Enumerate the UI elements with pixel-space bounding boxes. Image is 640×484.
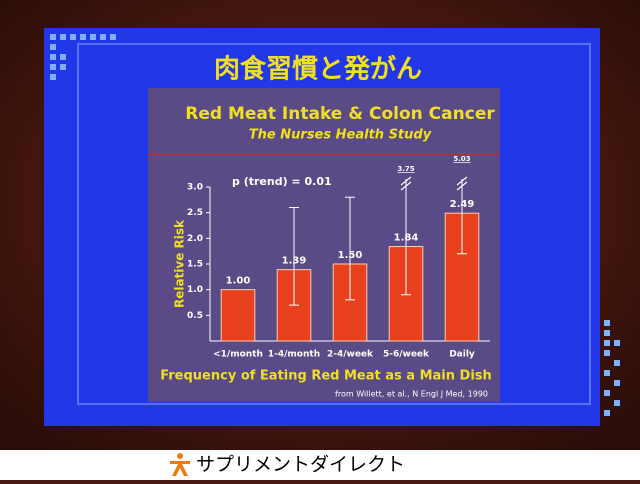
value-label: 1.00 <box>226 276 251 287</box>
y-tick-label: 2.5 <box>187 208 203 218</box>
x-axis-label: Frequency of Eating Red Meat as a Main D… <box>160 369 492 384</box>
y-axis-label: Relative Risk <box>173 219 187 308</box>
footer-text: サプリメントダイレクト <box>196 454 405 476</box>
ci-high-label: 5.03 <box>453 155 470 163</box>
annotation: p (trend) = 0.01 <box>232 175 332 188</box>
value-label: 1.84 <box>394 233 419 244</box>
ci-high-label: 3.75 <box>397 165 414 173</box>
x-tick-label: 1-4/month <box>268 350 320 360</box>
error-bar <box>289 207 299 306</box>
x-tick-label: 5-6/week <box>383 350 430 360</box>
chart-panel <box>148 88 500 402</box>
axis-break <box>456 176 468 191</box>
error-bar <box>401 179 411 296</box>
error-bar <box>345 196 355 301</box>
value-label: 1.39 <box>282 256 307 267</box>
bar <box>332 263 368 342</box>
x-tick-label: <1/month <box>213 350 263 360</box>
x-tick-label: 2-4/week <box>327 350 374 360</box>
footer-bar <box>0 450 640 480</box>
y-tick-label: 3.0 <box>187 183 203 193</box>
axis-break <box>400 176 412 191</box>
chart-title: Red Meat Intake & Colon Cancer <box>185 104 495 124</box>
chart-subtitle: The Nurses Health Study <box>249 128 432 143</box>
value-label: 2.49 <box>450 199 475 210</box>
bar <box>220 289 256 342</box>
slide-frame <box>77 43 591 405</box>
value-label: 1.50 <box>338 250 363 261</box>
slide-title: 肉食習慣と発がん <box>214 54 422 85</box>
y-tick-label: 1.5 <box>187 260 203 270</box>
slide-decoration <box>50 34 620 416</box>
y-tick-label: 1.0 <box>187 285 203 295</box>
y-tick-label: 0.5 <box>187 311 203 321</box>
error-bar <box>457 179 467 255</box>
footer-logo-icon <box>170 453 190 476</box>
x-tick-label: Daily <box>449 350 475 360</box>
source-note: from Willett, et al., N Engl J Med, 1990 <box>335 390 488 399</box>
y-tick-label: 2.0 <box>187 234 203 244</box>
